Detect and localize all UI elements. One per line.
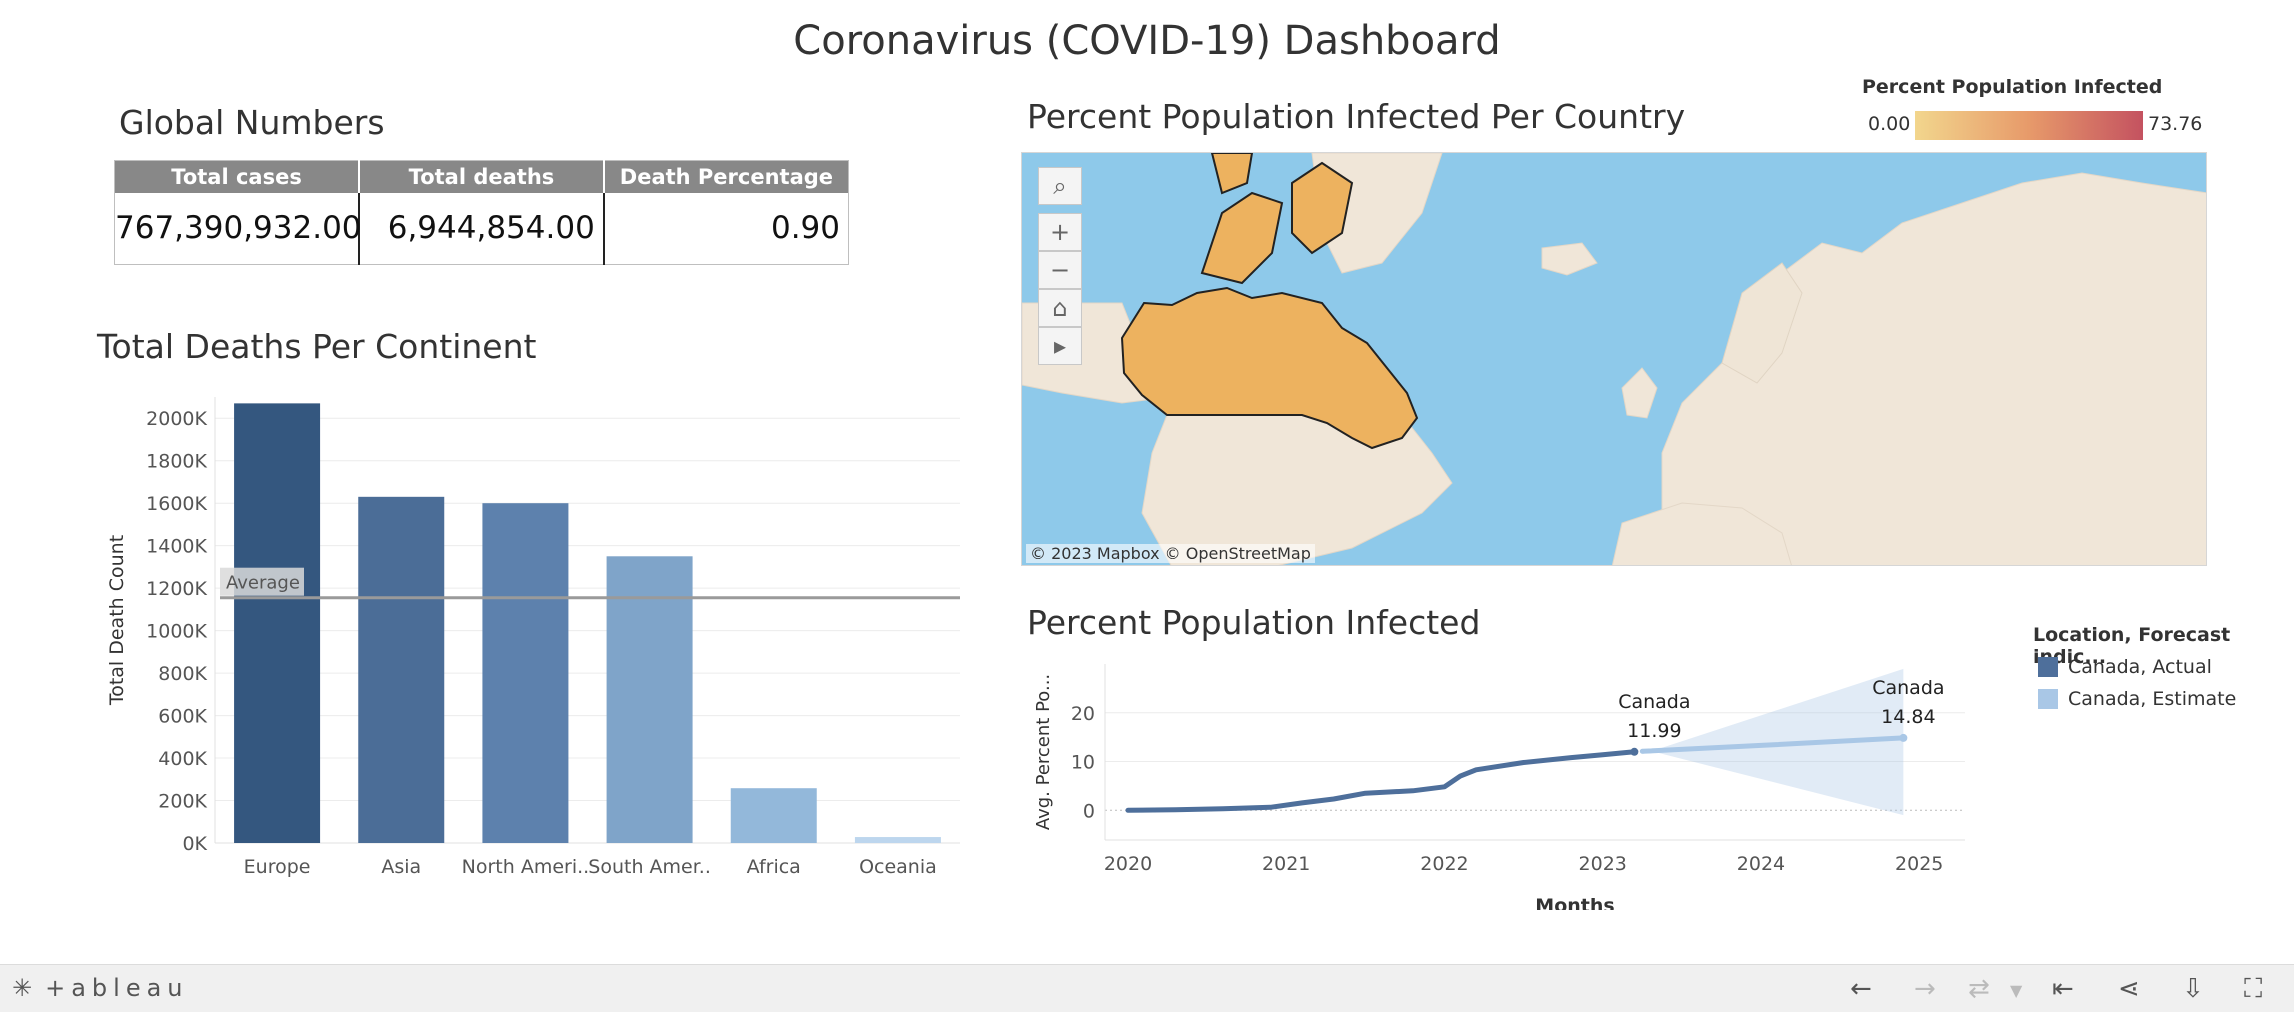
value-death-percentage[interactable]: 0.90 — [770, 210, 840, 247]
map-legend-min: 0.00 — [1868, 113, 1911, 135]
value-total-cases[interactable]: 767,390,932.00 — [114, 192, 362, 265]
map-land-uk — [1621, 367, 1658, 419]
actual-end-label-name: Canada — [1618, 691, 1690, 713]
bar-3 — [606, 556, 693, 843]
bar-4 — [730, 788, 817, 843]
series-actual-line — [1125, 749, 1637, 813]
reset-icon[interactable]: ⇤ — [2052, 974, 2074, 1004]
map-land-eurasia — [1661, 172, 2206, 565]
legend-swatch-actual — [2038, 657, 2058, 677]
bar-2 — [482, 503, 569, 843]
map-legend-color-ramp — [1915, 111, 2143, 140]
world-map[interactable]: ⌕ + − ⌂ ▸ © 2023 Mapbox © OpenStreetMap — [1021, 152, 2207, 566]
line-x-tick-label: 2023 — [1579, 853, 1627, 875]
line-x-tick-label: 2021 — [1262, 853, 1310, 875]
value-total-deaths[interactable]: 6,944,854.00 — [359, 192, 605, 265]
bar-y-tick-label: 1800K — [146, 451, 207, 473]
bar-y-tick-label: 2000K — [146, 408, 207, 430]
map-land-iceland — [1541, 242, 1598, 276]
line-x-tick-label: 2025 — [1895, 853, 1943, 875]
share-icon[interactable]: ⋖ — [2118, 974, 2140, 1004]
bar-x-tick-label: Europe — [244, 856, 311, 878]
bar-x-tick-label: North Ameri.. — [462, 856, 590, 878]
zoom-in-icon[interactable]: + — [1038, 213, 1082, 251]
legend-item-actual[interactable]: Canada, Actual — [2038, 656, 2212, 678]
line-y-tick-label: 10 — [1071, 752, 1095, 774]
tableau-logo-text: +ableau — [45, 974, 189, 1002]
redo-icon[interactable]: → — [1914, 974, 1936, 1004]
bar-y-tick-label: 1200K — [146, 578, 207, 600]
global-numbers-title: Global Numbers — [119, 103, 385, 142]
map-legend-max: 73.76 — [2148, 113, 2203, 135]
home-icon[interactable]: ⌂ — [1038, 289, 1082, 327]
line-x-tick-label: 2022 — [1420, 853, 1468, 875]
dashboard-title: Coronavirus (COVID-19) Dashboard — [793, 18, 1501, 64]
line-x-tick-label: 2020 — [1104, 853, 1152, 875]
map-country-canada — [1120, 153, 1419, 450]
search-icon[interactable]: ⌕ — [1038, 167, 1082, 205]
forecast-band — [1642, 668, 1904, 816]
series-estimate-line — [1639, 735, 1906, 754]
bar-average-label: Average — [226, 573, 300, 594]
global-numbers-table: Total cases Total deaths Death Percentag… — [114, 160, 849, 265]
bar-x-tick-label: Africa — [747, 856, 801, 878]
bar-y-tick-label: 1000K — [146, 621, 207, 643]
revert-icon[interactable]: ⇄ — [1968, 974, 1990, 1004]
download-icon[interactable]: ⇩ — [2182, 974, 2204, 1004]
line-chart-title: Percent Population Infected — [1027, 603, 1481, 642]
map-legend-title: Percent Population Infected — [1862, 76, 2163, 98]
bar-y-tick-label: 800K — [158, 663, 207, 685]
bar-x-tick-label: Asia — [381, 856, 421, 878]
header-death-percentage: Death Percentage — [603, 160, 849, 193]
zoom-out-icon[interactable]: − — [1038, 251, 1082, 289]
actual-end-label-value: 11.99 — [1627, 720, 1681, 742]
line-y-tick-label: 0 — [1083, 800, 1095, 822]
revert-dropdown-icon[interactable]: ▼ — [2010, 981, 2023, 1000]
undo-icon[interactable]: ← — [1850, 974, 1872, 1004]
bar-5 — [854, 837, 941, 843]
header-total-deaths: Total deaths — [359, 160, 605, 193]
bar-y-tick-label: 600K — [158, 706, 207, 728]
bar-x-tick-label: South Amer.. — [588, 856, 711, 878]
bar-x-tick-label: Oceania — [859, 856, 937, 878]
bar-y-tick-label: 200K — [158, 791, 207, 813]
map-toolbar: ⌕ + − ⌂ ▸ — [1038, 167, 1082, 365]
bar-y-tick-label: 0K — [182, 833, 207, 855]
estimate-end-label-value: 14.84 — [1881, 706, 1935, 728]
legend-swatch-estimate — [2038, 689, 2058, 709]
series-estimate-endpoint — [1899, 733, 1908, 742]
line-x-axis-label: Months — [1535, 895, 1614, 910]
estimate-end-label-name: Canada — [1872, 677, 1944, 699]
bar-1 — [358, 496, 445, 843]
line-x-tick-label: 2024 — [1737, 853, 1785, 875]
line-y-axis-label: Avg. Percent Po... — [1033, 674, 1054, 830]
bar-average-label-box — [220, 567, 304, 596]
map-land-africa — [1611, 502, 1792, 565]
map-land-usa — [1141, 414, 1453, 565]
legend-label-actual: Canada, Actual — [2068, 656, 2212, 678]
legend-item-estimate[interactable]: Canada, Estimate — [2038, 688, 2236, 710]
bar-chart-title: Total Deaths Per Continent — [97, 327, 537, 366]
line-y-tick-label: 20 — [1071, 703, 1095, 725]
tableau-logo[interactable]: ✳ +ableau — [12, 974, 189, 1002]
legend-label-estimate: Canada, Estimate — [2068, 688, 2237, 710]
bar-y-tick-label: 400K — [158, 748, 207, 770]
map-title: Percent Population Infected Per Country — [1027, 97, 1686, 136]
tableau-footer-toolbar: ✳ +ableau ← → ⇄ ▼ ⇤ ⋖ ⇩ ⛶ — [0, 964, 2294, 1012]
play-icon[interactable]: ▸ — [1038, 327, 1082, 365]
bar-chart: 0K 200K 400K 600K 800K 1000K 1200K 1400K 1600K 18… — [106, 397, 960, 878]
fullscreen-icon[interactable]: ⛶ — [2244, 974, 2263, 1004]
bar-y-axis-label: Total Death Count — [106, 535, 128, 706]
bar-y-tick-label: 1600K — [146, 493, 207, 515]
bar-0 — [234, 403, 321, 843]
bar-y-tick-label: 1400K — [146, 536, 207, 558]
series-actual-endpoint — [1630, 747, 1639, 756]
map-land-scandinavia — [1721, 262, 1803, 384]
map-attribution[interactable]: © 2023 Mapbox © OpenStreetMap — [1026, 544, 1315, 563]
header-total-cases: Total cases — [114, 160, 361, 193]
